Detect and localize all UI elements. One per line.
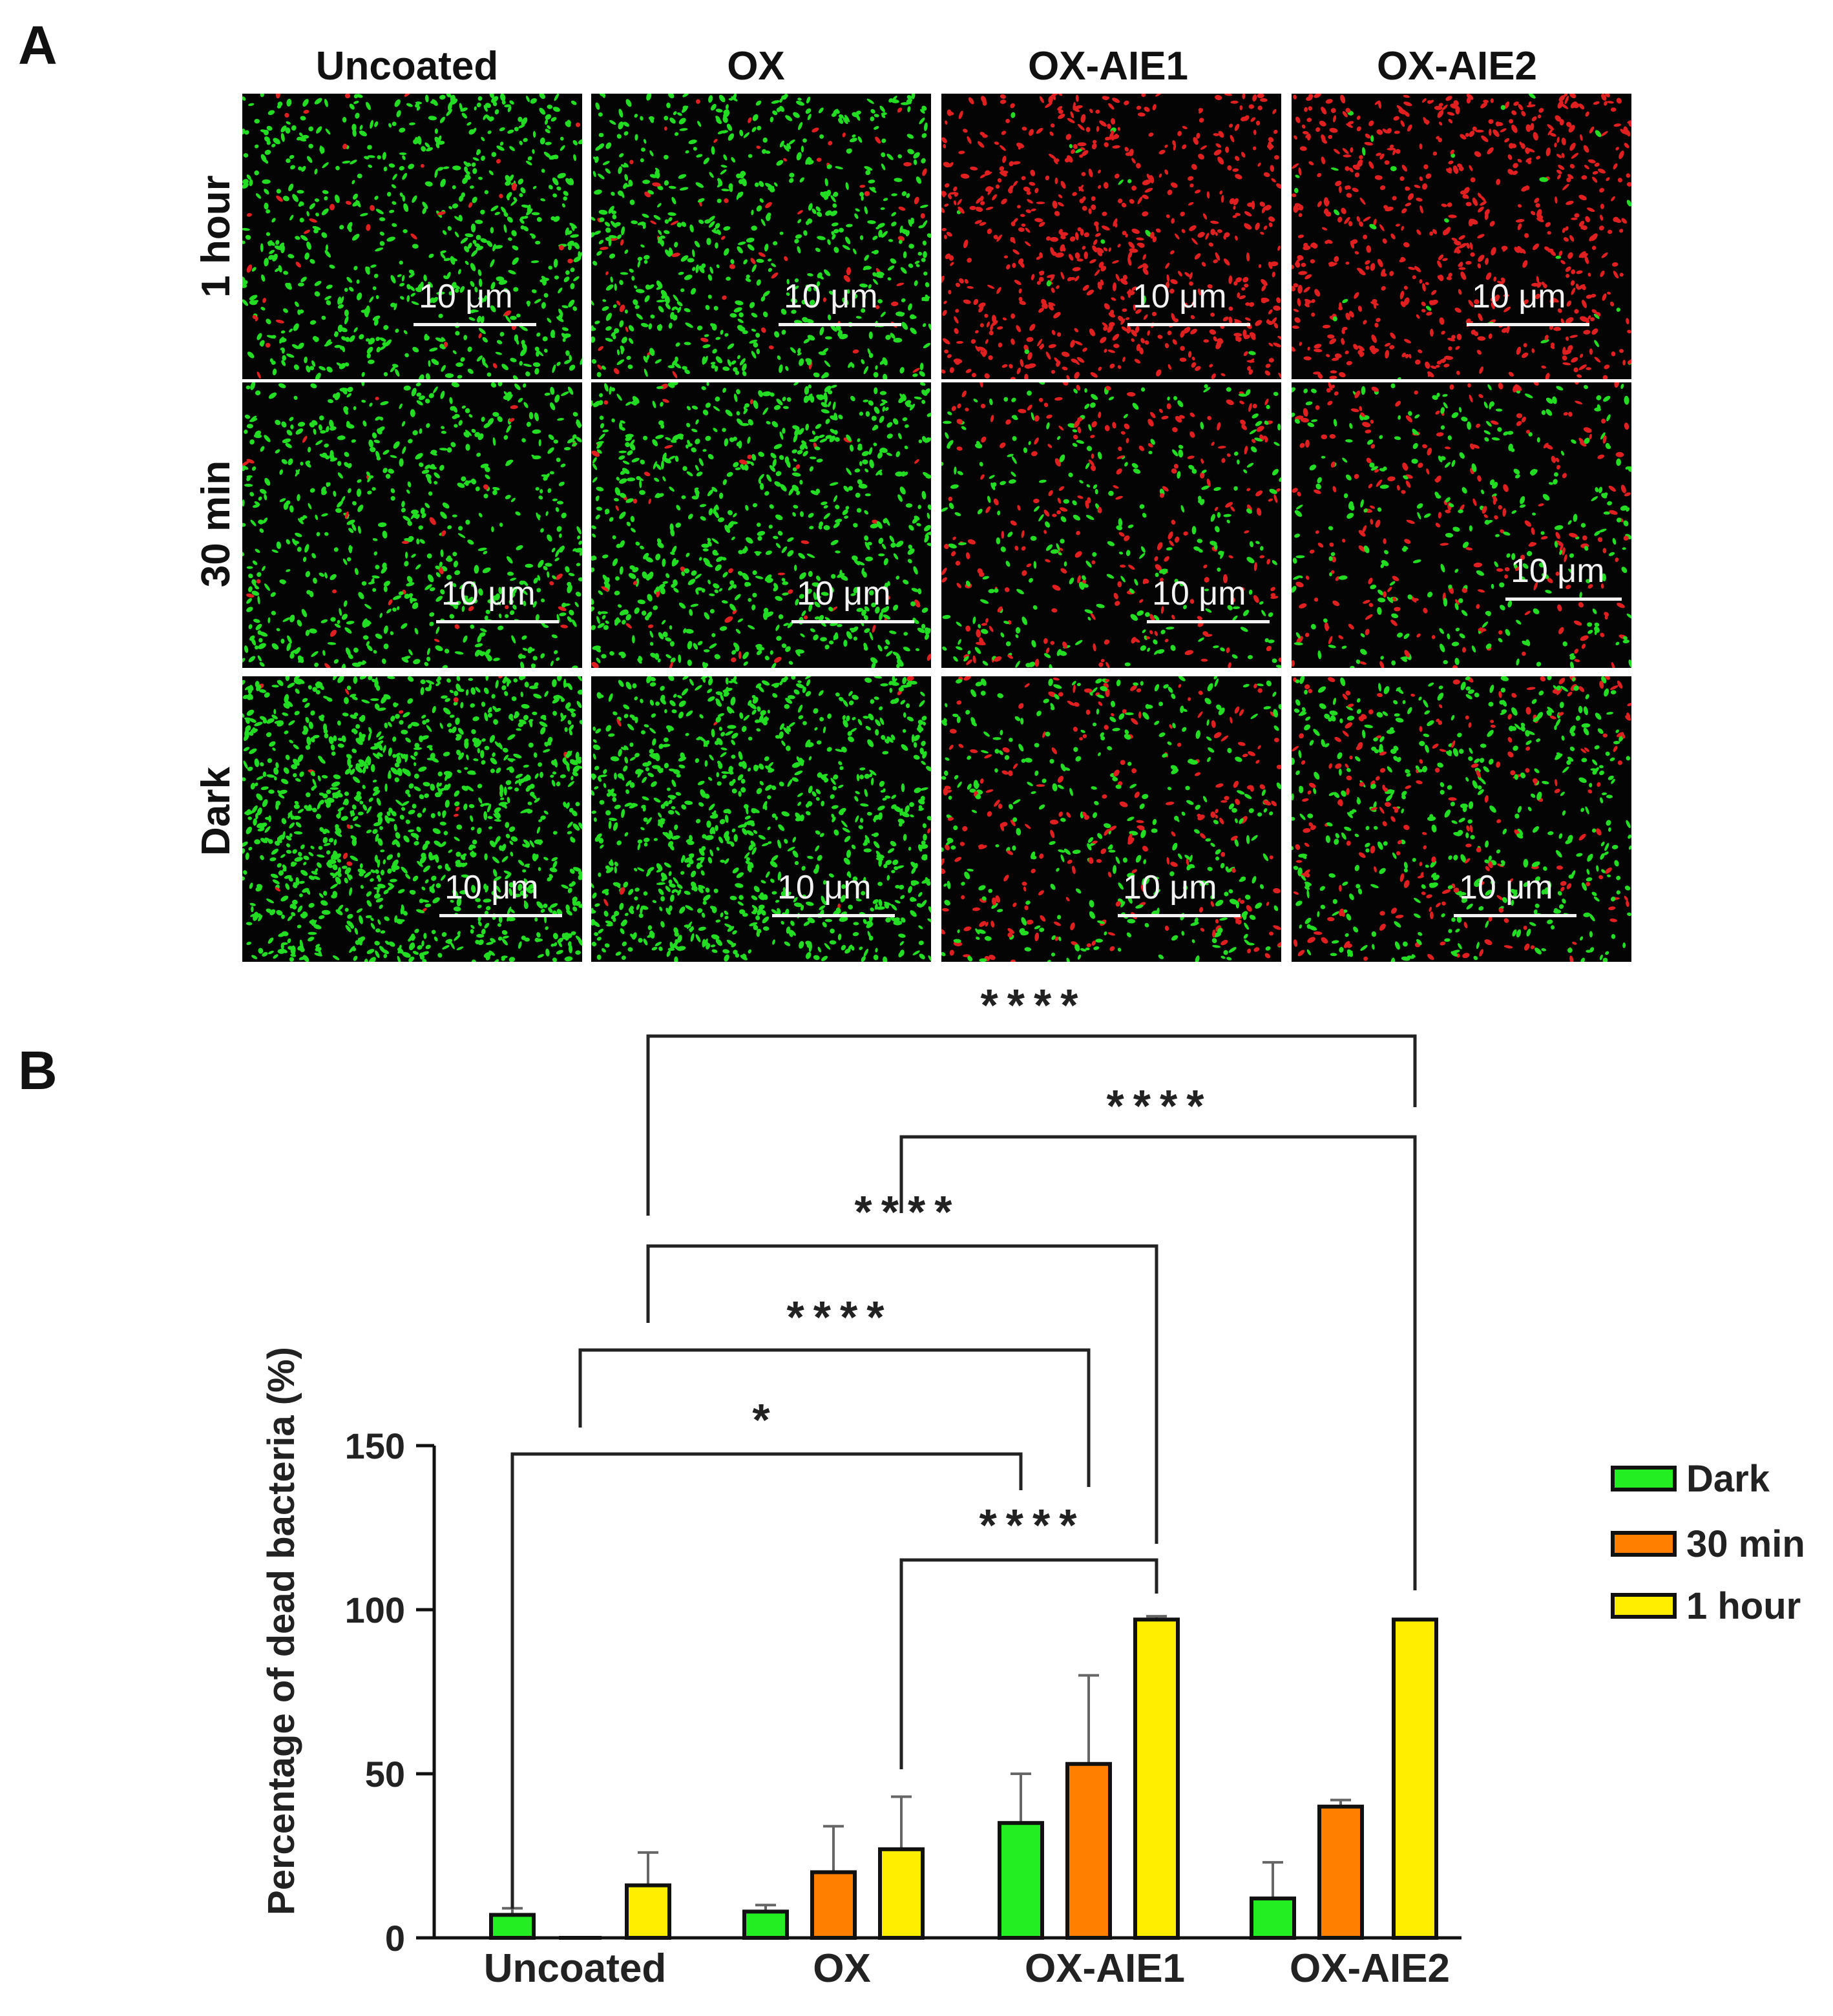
legend-label: Dark <box>1686 1458 1770 1500</box>
legend-swatch <box>1611 1593 1677 1619</box>
significance-label: **** <box>855 1187 961 1237</box>
bacteria-stain-pattern <box>941 94 1281 379</box>
bacteria-stain-pattern <box>941 676 1281 962</box>
legend-swatch <box>1611 1531 1677 1557</box>
scale-bar <box>1127 323 1250 326</box>
column-header-uncoated: Uncoated <box>315 44 499 88</box>
scale-bar-label: 10 μm <box>1133 278 1227 315</box>
scale-bar-label: 10 μm <box>441 575 536 612</box>
x-category-label: OX-AIE2 <box>1290 1946 1450 1991</box>
micrograph-uncoated-30-min <box>242 382 582 668</box>
bar-dark <box>742 1909 789 1940</box>
scale-bar <box>439 914 562 917</box>
significance-bracket <box>646 1034 1417 1216</box>
scale-bar-label: 10 μm <box>1472 278 1566 315</box>
bacteria-stain-pattern <box>1292 676 1631 962</box>
bar-1-hour <box>878 1847 925 1940</box>
micrograph-ox-1-hour <box>591 94 931 379</box>
column-header-ox-aie2: OX-AIE2 <box>1376 44 1538 88</box>
bar-30-min <box>1317 1804 1364 1940</box>
bar-30-min <box>1065 1761 1112 1940</box>
micrograph-ox-aie2-dark <box>1292 676 1631 962</box>
bacteria-stain-pattern <box>591 676 931 962</box>
y-tick-label: 150 <box>345 1426 405 1466</box>
bacteria-stain-pattern <box>242 676 582 962</box>
legend-swatch <box>1611 1466 1677 1491</box>
scale-bar <box>1147 620 1270 623</box>
significance-bracket <box>578 1348 1091 1487</box>
scale-bar <box>1505 598 1622 601</box>
micrograph-ox-dark <box>591 676 931 962</box>
scale-bar <box>1118 914 1241 917</box>
y-tick-label: 100 <box>345 1590 405 1630</box>
scale-bar <box>772 914 895 917</box>
panel-b-label: B <box>18 1040 58 1101</box>
scale-bar <box>779 323 901 326</box>
bar-1-hour <box>1392 1617 1438 1940</box>
legend-label: 1 hour <box>1686 1585 1801 1627</box>
micrograph-ox-aie2-1-hour <box>1292 94 1631 379</box>
bacteria-stain-pattern <box>242 382 582 668</box>
scale-bar-label: 10 μm <box>1459 869 1553 906</box>
scale-bar-label: 10 μm <box>1152 575 1246 612</box>
significance-label: **** <box>981 980 1087 1030</box>
bar-1-hour <box>1133 1617 1180 1940</box>
row-header-1-hour: 1 hour <box>194 175 238 298</box>
bacteria-stain-pattern <box>1292 382 1631 668</box>
scale-bar-label: 10 μm <box>784 278 878 315</box>
scale-bar <box>1467 323 1589 326</box>
scale-bar <box>436 620 559 623</box>
micrograph-uncoated-1-hour <box>242 94 582 379</box>
scale-bar-label: 10 μm <box>797 575 891 612</box>
bar-dark <box>489 1913 536 1940</box>
y-tick-label: 50 <box>365 1754 405 1794</box>
micrograph-uncoated-dark <box>242 676 582 962</box>
y-axis-title: Percentage of dead bacteria (%) <box>260 1347 302 1915</box>
scale-bar <box>414 323 536 326</box>
scale-bar <box>1454 914 1576 917</box>
scale-bar-label: 10 μm <box>445 869 539 906</box>
scale-bar-label: 10 μm <box>777 869 872 906</box>
y-tick-label: 0 <box>385 1918 405 1959</box>
scale-bar <box>791 620 914 623</box>
bacteria-stain-pattern <box>591 94 931 379</box>
significance-bracket <box>510 1452 1023 1909</box>
significance-label: * <box>752 1395 779 1445</box>
x-category-label: OX <box>813 1946 871 1991</box>
legend-label: 30 min <box>1686 1523 1805 1565</box>
bacteria-stain-pattern <box>1292 94 1631 379</box>
bar-dark <box>998 1821 1044 1940</box>
column-header-ox: OX <box>727 44 785 88</box>
significance-bracket <box>646 1244 1158 1544</box>
bar-dark <box>1250 1896 1296 1940</box>
bar-30-min <box>810 1870 857 1940</box>
micrograph-ox-30-min <box>591 382 931 668</box>
scale-bar-label: 10 μm <box>1123 869 1217 906</box>
scale-bar-label: 10 μm <box>1511 552 1605 590</box>
x-category-label: OX-AIE1 <box>1025 1946 1185 1991</box>
panel-a-label: A <box>18 15 58 76</box>
row-header-dark: Dark <box>194 767 238 856</box>
significance-label: **** <box>979 1500 1086 1550</box>
bar-1-hour <box>625 1883 671 1940</box>
row-header-30-min: 30 min <box>194 460 238 588</box>
micrograph-ox-aie1-1-hour <box>941 94 1281 379</box>
x-category-label: Uncoated <box>484 1946 666 1991</box>
significance-label: **** <box>1107 1081 1213 1131</box>
significance-label: **** <box>787 1292 894 1342</box>
scale-bar-label: 10 μm <box>419 278 513 315</box>
micrograph-ox-aie2-30-min <box>1292 382 1631 668</box>
significance-bracket <box>899 1135 1417 1590</box>
dead-bacteria-bar-chart: 0 50 100 150 Percentage of dead bacteria (%)… <box>260 980 1805 1991</box>
micrograph-ox-aie1-30-min <box>941 382 1281 668</box>
bacteria-stain-pattern <box>591 382 931 668</box>
micrograph-ox-aie1-dark <box>941 676 1281 962</box>
bacteria-stain-pattern <box>242 94 582 379</box>
bacteria-stain-pattern <box>941 382 1281 668</box>
column-header-ox-aie1: OX-AIE1 <box>1027 44 1189 88</box>
significance-bracket <box>899 1558 1158 1769</box>
